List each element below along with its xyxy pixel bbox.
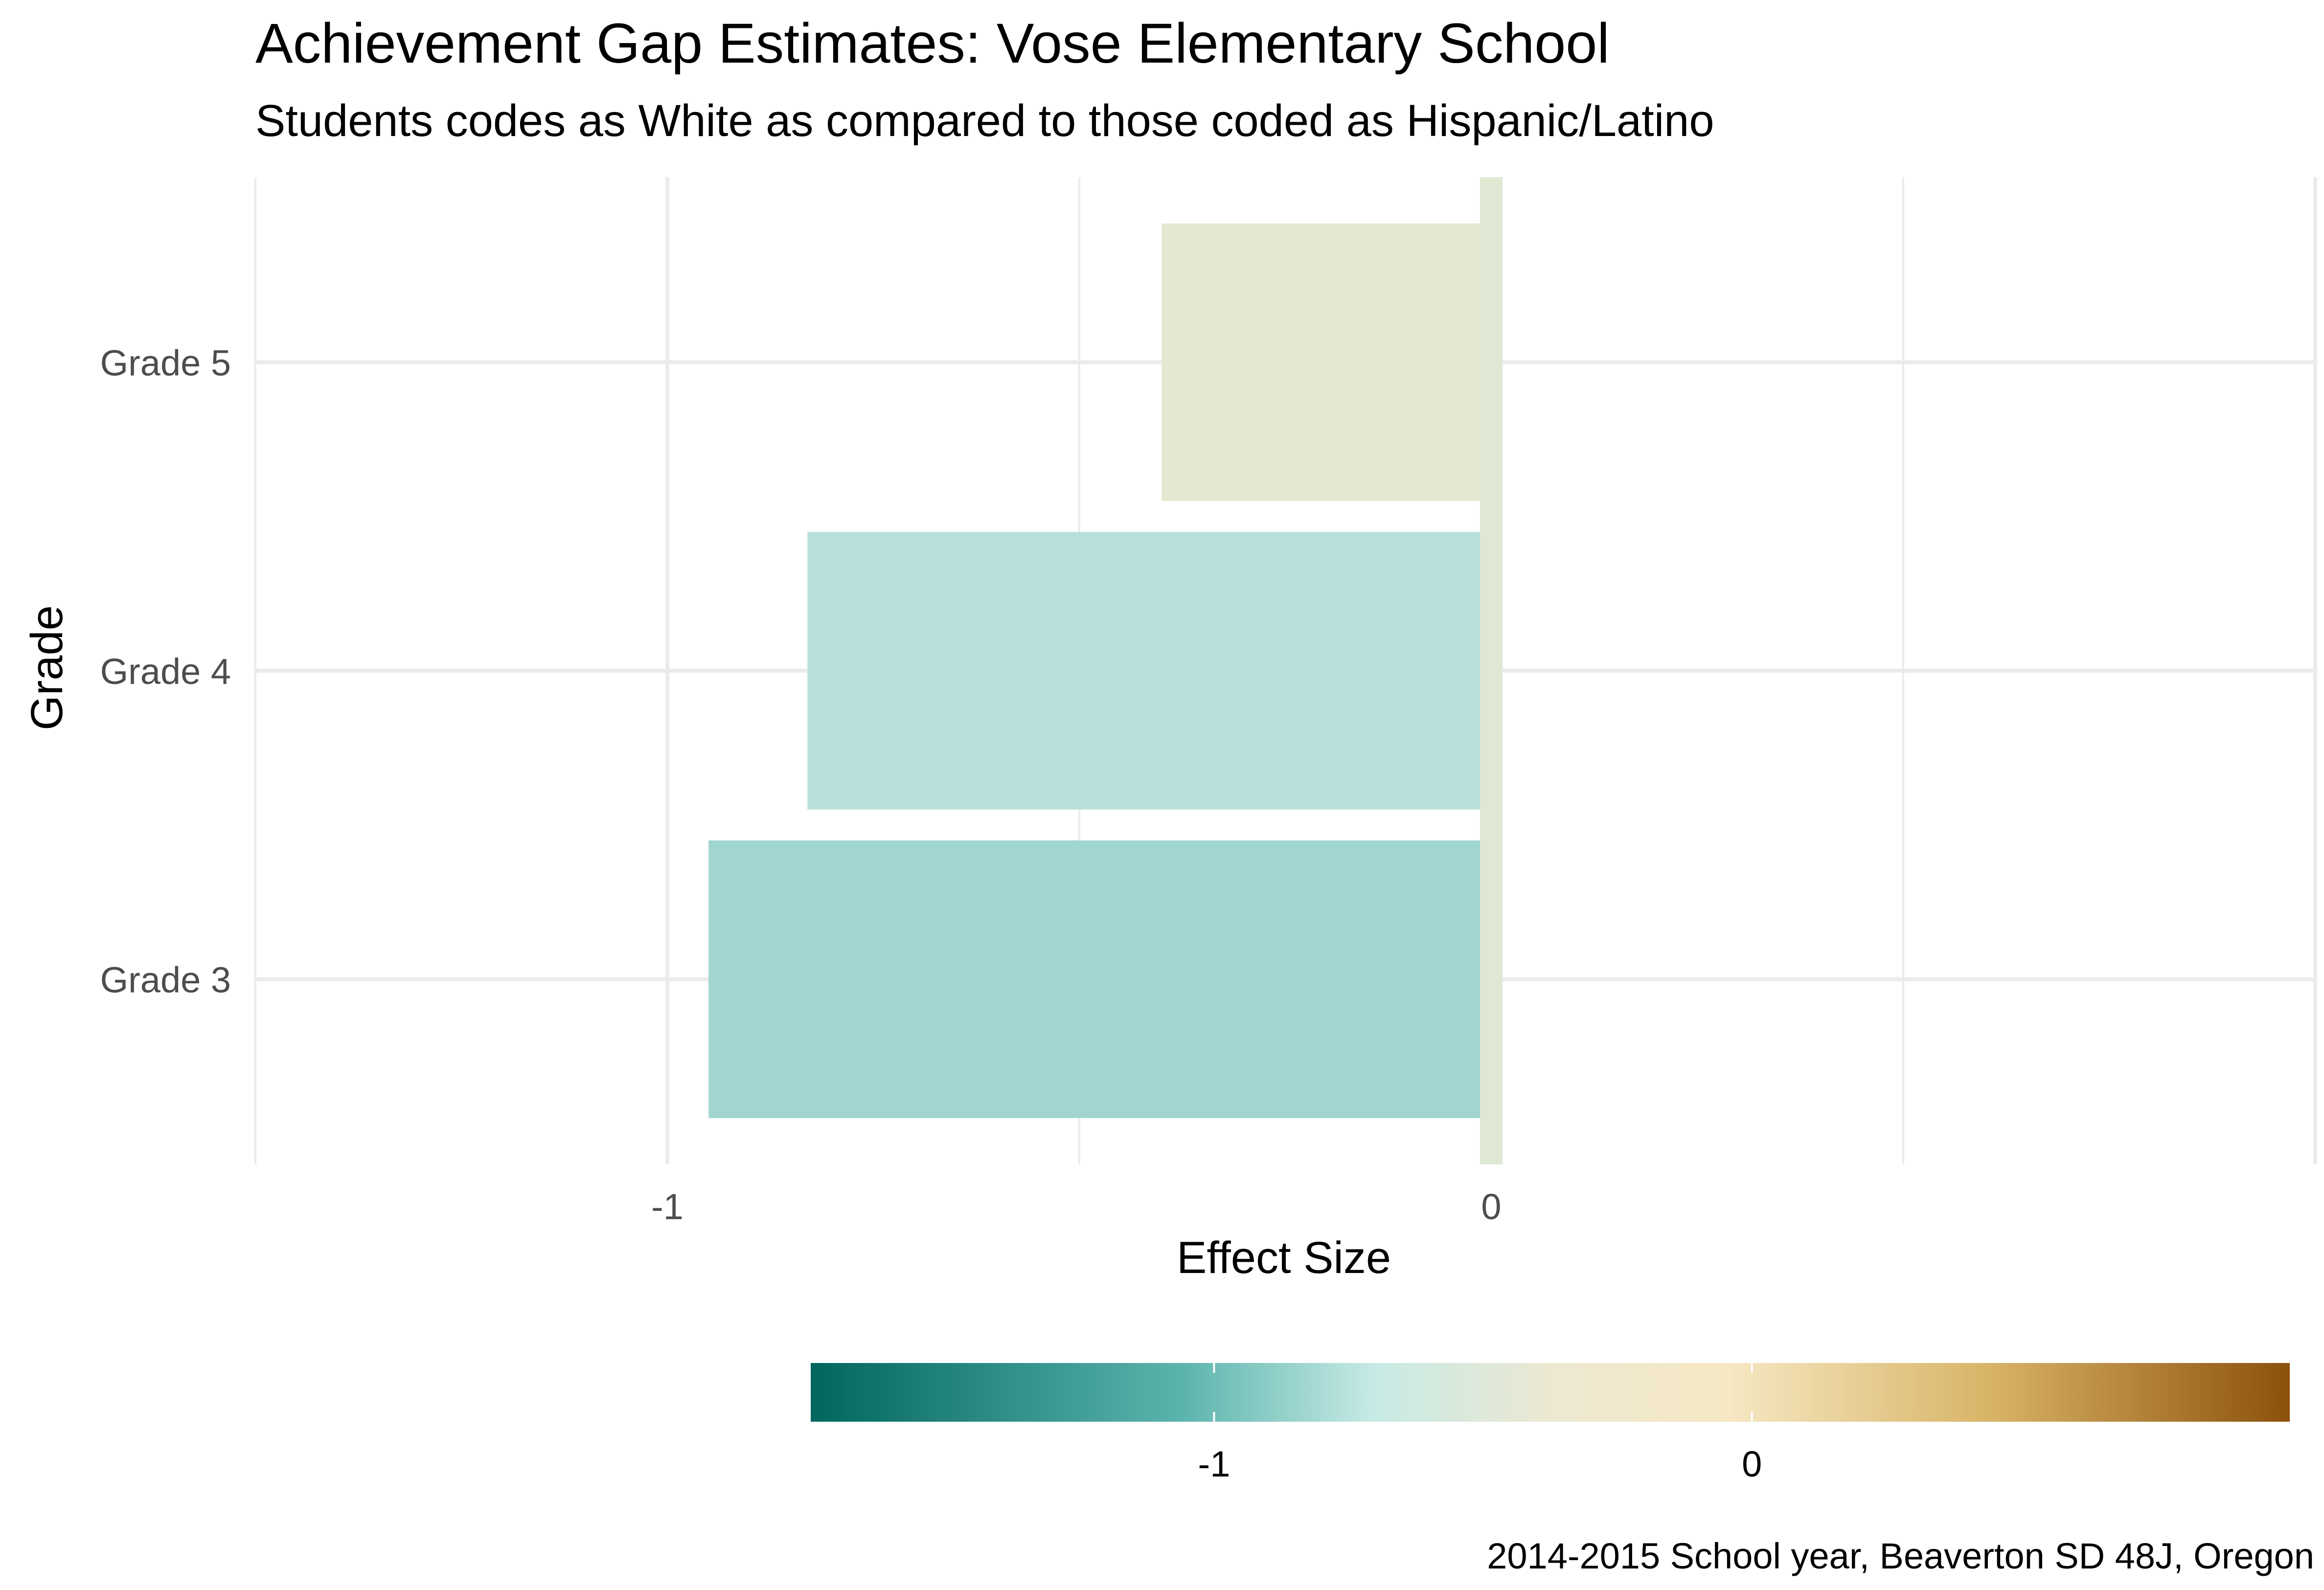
colorbar — [811, 1363, 2290, 1422]
bar-grade-5 — [1162, 223, 1491, 501]
chart-caption: 2014-2015 School year, Beaverton SD 48J,… — [1487, 1536, 2314, 1576]
x-tick-label: -1 — [651, 1186, 684, 1227]
bar-grade-4 — [807, 532, 1491, 810]
colorbar-tick-label: 0 — [1742, 1444, 1762, 1484]
y-axis-title: Grade — [22, 605, 72, 730]
chart-subtitle: Students codes as White as compared to t… — [255, 96, 1714, 146]
x-tick-label: 0 — [1481, 1186, 1501, 1227]
y-tick-labels: Grade 3 Grade 4 Grade 5 — [100, 342, 231, 1000]
y-tick-label: Grade 4 — [100, 651, 231, 692]
y-tick-label: Grade 5 — [100, 342, 231, 383]
bars — [708, 223, 1491, 1118]
bar-grade-3 — [708, 840, 1491, 1118]
colorbar-tick-label: -1 — [1198, 1444, 1230, 1484]
y-tick-label: Grade 3 — [100, 960, 231, 1000]
x-tick-labels: -1 0 — [651, 1186, 1501, 1227]
colorbar-ticks: -1 0 — [1198, 1363, 1762, 1484]
chart-title: Achievement Gap Estimates: Vose Elementa… — [255, 12, 1610, 75]
x-axis-title: Effect Size — [1177, 1233, 1391, 1283]
